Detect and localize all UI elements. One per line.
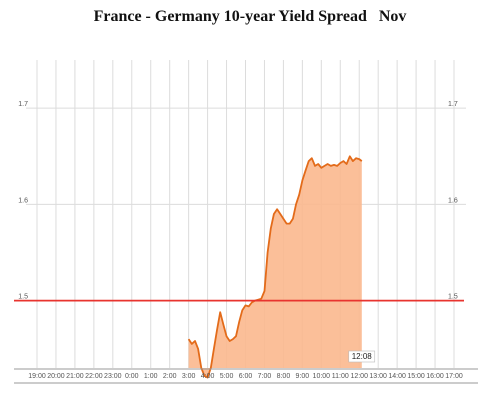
area-layer: 12:08 [187, 155, 376, 379]
x-tick-label: 19:00 [28, 373, 46, 380]
x-tick-label: 23:00 [104, 373, 122, 380]
x-tick-label: 8:00 [277, 373, 291, 380]
x-tick-label: 14:00 [388, 373, 406, 380]
x-tick-label: 6:00 [239, 373, 253, 380]
axis-layer: 19:00 20:00 21:00 22:00 23:00 0:00 1:00 2:00 3:0… [14, 101, 478, 384]
series-area [188, 156, 362, 378]
x-tick-label: 13:00 [369, 373, 387, 380]
y-tick-label-right: 1.7 [448, 101, 458, 108]
x-tick-label: 16:00 [426, 373, 444, 380]
x-tick-label: 4:00 [201, 373, 215, 380]
x-tick-label: 5:00 [220, 373, 234, 380]
x-tick-label: 10:00 [313, 373, 331, 380]
x-tick-label: 11:00 [332, 373, 349, 380]
x-tick-label: 7:00 [258, 373, 272, 380]
last-time-badge [348, 350, 376, 363]
x-tick-label: 9:00 [296, 373, 310, 380]
y-tick-label-right: 1.5 [448, 294, 458, 301]
last-time-label: 12:08 [352, 352, 373, 361]
x-tick-label: 3:00 [182, 373, 196, 380]
x-tick-label: 0:00 [125, 373, 139, 380]
x-tick-label: 15:00 [407, 373, 425, 380]
y-tick-label-left: 1.7 [18, 101, 28, 108]
y-tick-label-right: 1.6 [448, 197, 458, 204]
x-tick-label: 12:00 [350, 373, 368, 380]
x-tick-label: 1:00 [144, 373, 158, 380]
y-tick-label-left: 1.5 [18, 294, 28, 301]
series-line [187, 155, 363, 379]
chart-title: France - Germany 10-year Yield Spread No… [93, 8, 407, 25]
x-tick-label: 22:00 [85, 373, 103, 380]
grid-layer [26, 60, 466, 368]
x-tick-label: 21:00 [66, 373, 84, 380]
y-tick-label-left: 1.6 [18, 197, 28, 204]
x-tick-label: 2:00 [163, 373, 177, 380]
x-tick-label: 20:00 [47, 373, 65, 380]
x-tick-label: 17:00 [445, 373, 463, 380]
